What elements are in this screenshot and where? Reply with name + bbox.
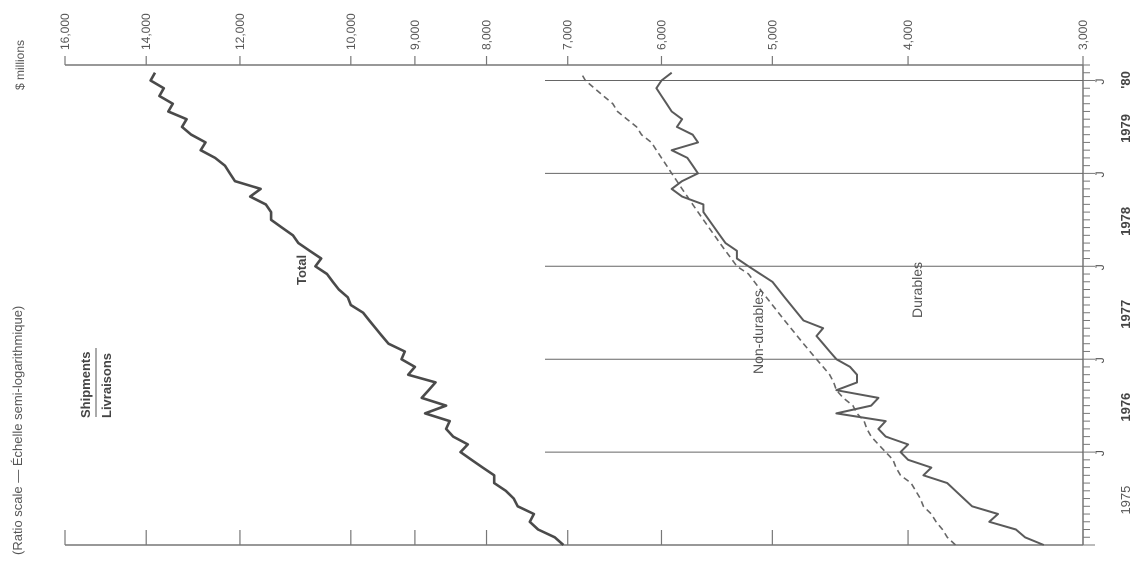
january-marker-0: J bbox=[1093, 450, 1107, 456]
value-tick-label-2: 12,000 bbox=[233, 13, 247, 50]
value-tick-label-9: 4,000 bbox=[901, 20, 915, 50]
series-line-total bbox=[149, 72, 565, 546]
chart-title-fr: Livraisons bbox=[99, 353, 114, 418]
value-axis-ticks: 16,000 14,000 12,000 10,000 9,000 8,000 7,000 6… bbox=[58, 13, 1090, 545]
year-label-3: 1978 bbox=[1118, 207, 1133, 236]
time-axis: J J J J J 1975 1976 1977 1978 1979 '80 bbox=[545, 64, 1133, 546]
chart-title: Shipments bbox=[78, 352, 93, 418]
plot-frame bbox=[65, 64, 1084, 546]
january-marker-2: J bbox=[1093, 264, 1107, 270]
title-block: Shipments Livraisons bbox=[78, 348, 114, 418]
value-tick-label-1: 14,000 bbox=[139, 13, 153, 50]
value-tick-label-6: 7,000 bbox=[561, 20, 575, 50]
series-lines bbox=[149, 71, 1045, 546]
value-tick-label-4: 9,000 bbox=[408, 20, 422, 50]
january-marker-1: J bbox=[1093, 357, 1107, 363]
value-unit-label: $ millions bbox=[13, 40, 27, 90]
year-label-5: '80 bbox=[1118, 71, 1133, 89]
year-label-1: 1976 bbox=[1118, 393, 1133, 422]
series-line-durables bbox=[655, 71, 1045, 546]
value-tick-label-8: 5,000 bbox=[765, 20, 779, 50]
value-tick-label-7: 6,000 bbox=[654, 20, 668, 50]
value-tick-label-10: 3,000 bbox=[1076, 20, 1090, 50]
january-marker-4: J bbox=[1093, 78, 1107, 84]
year-label-2: 1977 bbox=[1118, 300, 1133, 329]
value-tick-label-3: 10,000 bbox=[344, 13, 358, 50]
series-line-non-durables bbox=[580, 72, 957, 546]
january-marker-3: J bbox=[1093, 171, 1107, 177]
year-label-4: 1979 bbox=[1118, 114, 1133, 143]
series-label-non-durables: Non-durables bbox=[750, 290, 766, 374]
scale-note: (Ratio scale — Échelle semi-logarithmiqu… bbox=[10, 306, 25, 555]
series-label-total: Total bbox=[294, 255, 309, 285]
value-tick-label-0: 16,000 bbox=[58, 13, 72, 50]
series-label-durables: Durables bbox=[909, 262, 925, 318]
year-label-0: 1975 bbox=[1118, 486, 1133, 515]
value-tick-label-5: 8,000 bbox=[480, 20, 494, 50]
